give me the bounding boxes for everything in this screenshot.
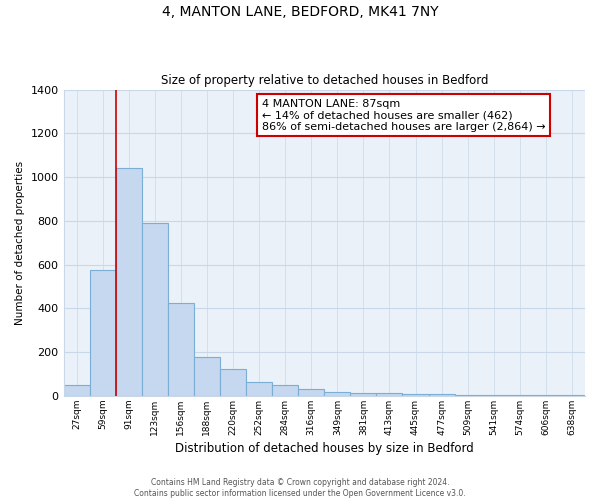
Bar xyxy=(142,223,168,396)
Bar xyxy=(194,356,220,396)
Bar xyxy=(350,392,376,396)
Bar xyxy=(89,270,116,396)
Bar xyxy=(168,303,194,396)
Bar xyxy=(507,395,533,396)
Text: 4 MANTON LANE: 87sqm
← 14% of detached houses are smaller (462)
86% of semi-deta: 4 MANTON LANE: 87sqm ← 14% of detached h… xyxy=(262,98,545,132)
Bar xyxy=(376,394,403,396)
Text: 4, MANTON LANE, BEDFORD, MK41 7NY: 4, MANTON LANE, BEDFORD, MK41 7NY xyxy=(161,5,439,19)
Bar xyxy=(116,168,142,396)
Y-axis label: Number of detached properties: Number of detached properties xyxy=(15,160,25,325)
Bar xyxy=(533,395,559,396)
Title: Size of property relative to detached houses in Bedford: Size of property relative to detached ho… xyxy=(161,74,488,87)
Bar xyxy=(455,394,481,396)
Bar xyxy=(272,385,298,396)
Bar xyxy=(64,385,89,396)
Bar xyxy=(220,368,246,396)
Text: Contains HM Land Registry data © Crown copyright and database right 2024.
Contai: Contains HM Land Registry data © Crown c… xyxy=(134,478,466,498)
Bar xyxy=(428,394,455,396)
Bar xyxy=(324,392,350,396)
X-axis label: Distribution of detached houses by size in Bedford: Distribution of detached houses by size … xyxy=(175,442,473,455)
Bar xyxy=(403,394,428,396)
Bar xyxy=(246,382,272,396)
Bar xyxy=(298,390,324,396)
Bar xyxy=(481,395,507,396)
